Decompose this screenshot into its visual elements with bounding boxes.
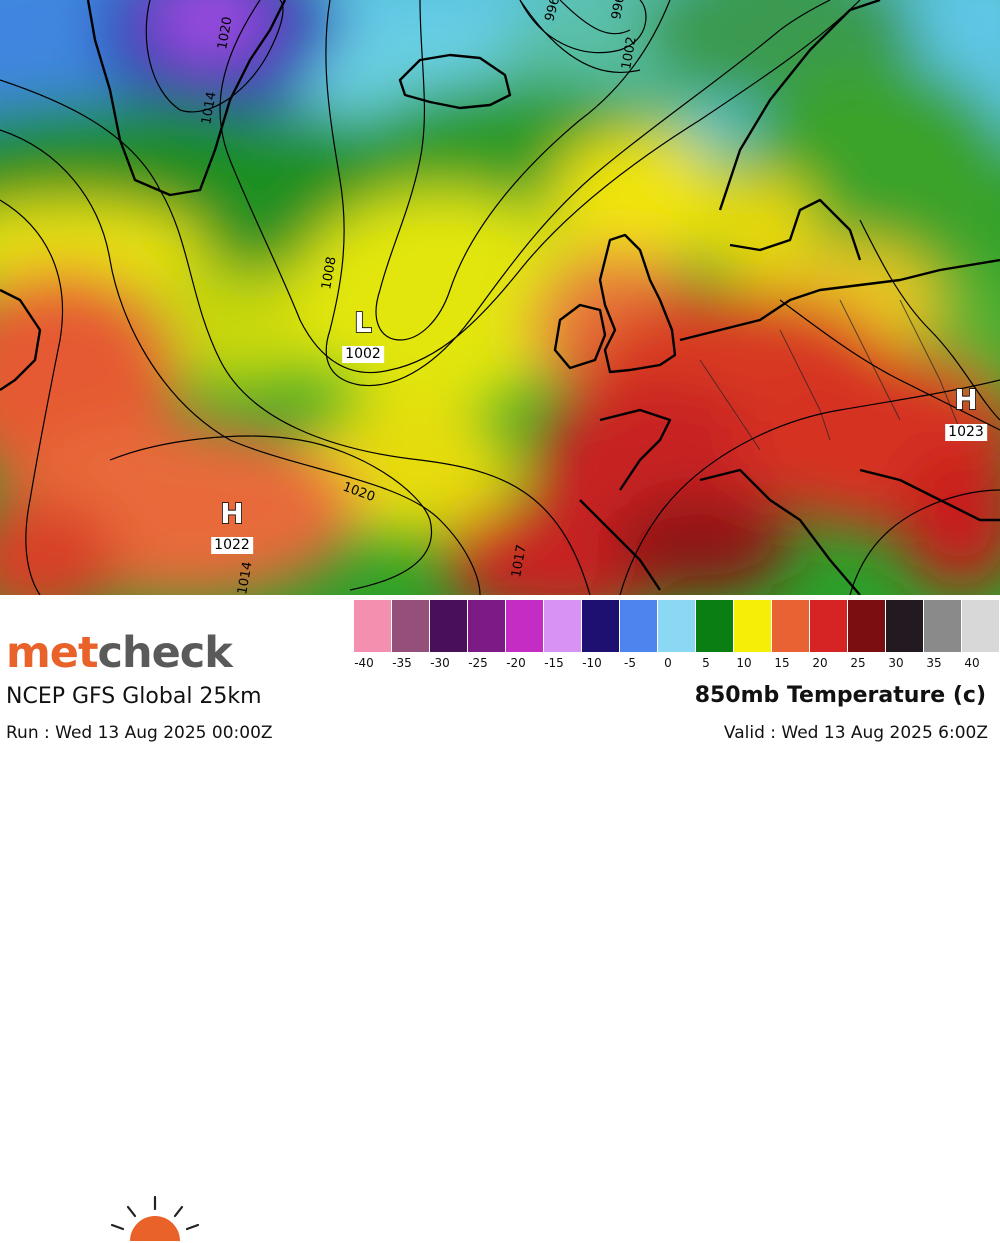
isobar-label: 1002 xyxy=(619,35,640,70)
legend-tick-label: 30 xyxy=(888,656,904,670)
isobar-label: 1014 xyxy=(199,90,220,125)
legend-swatch xyxy=(582,600,620,652)
metcheck-logo: metcheck xyxy=(6,632,233,675)
newfoundland-coast xyxy=(0,288,42,391)
legend-tick-label: -5 xyxy=(624,656,636,670)
product-title: 850mb Temperature (c) xyxy=(694,683,986,708)
legend-swatch xyxy=(544,600,582,652)
legend-tick-label: 10 xyxy=(736,656,752,670)
run-time: Run : Wed 13 Aug 2025 00:00Z xyxy=(6,723,273,743)
legend-tick-label: -30 xyxy=(430,656,450,670)
isobar-label: 1020 xyxy=(215,15,236,50)
low-pressure-marker: L xyxy=(353,306,372,339)
legend-swatch xyxy=(848,600,886,652)
isobar-label: 1014 xyxy=(235,560,256,595)
legend-swatches xyxy=(354,600,1000,652)
sun-logo-icon xyxy=(110,1195,200,1241)
legend-swatch xyxy=(430,600,468,652)
legend-swatch xyxy=(468,600,506,652)
legend-swatch xyxy=(658,600,696,652)
high-pressure-marker: H xyxy=(219,497,244,530)
legend-swatch xyxy=(392,600,430,652)
isobar-labels: 996 996 1002 1008 1014 1020 1020 1017 10… xyxy=(199,0,640,595)
isobar-label: 1017 xyxy=(509,543,530,578)
ireland-coast xyxy=(553,303,607,370)
legend-tick-label: -15 xyxy=(544,656,564,670)
valid-time: Valid : Wed 13 Aug 2025 6:00Z xyxy=(723,723,988,743)
iceland-coast xyxy=(398,53,512,110)
legend-tick-label: -40 xyxy=(354,656,374,670)
color-legend xyxy=(354,600,1000,652)
high-pressure-value: 1023 xyxy=(945,424,987,441)
country-borders xyxy=(699,299,961,451)
scandinavia-coast xyxy=(718,0,881,261)
isobar-label: 996 xyxy=(609,0,628,21)
legend-tick-label: 5 xyxy=(702,656,710,670)
legend-swatch xyxy=(962,600,1000,652)
legend-swatch xyxy=(506,600,544,652)
logo-text-met: met xyxy=(6,628,99,678)
low-pressure-value: 1002 xyxy=(342,346,384,363)
legend-swatch xyxy=(620,600,658,652)
isobars xyxy=(0,0,1000,595)
europe-coast xyxy=(579,258,1000,595)
britain-coast xyxy=(598,233,677,374)
legend-swatch xyxy=(354,600,392,652)
model-name: NCEP GFS Global 25km xyxy=(6,684,262,709)
isobar-label: 1008 xyxy=(319,255,340,290)
isobar-label: 996 xyxy=(542,0,563,23)
greenland-coast xyxy=(86,0,287,197)
legend-swatch xyxy=(734,600,772,652)
legend-tick-label: -10 xyxy=(582,656,602,670)
legend-tick-label: 40 xyxy=(964,656,980,670)
legend-tick-label: 20 xyxy=(812,656,828,670)
legend-tick-label: -25 xyxy=(468,656,488,670)
legend-swatch xyxy=(772,600,810,652)
temperature-map: 996 996 1002 1008 1014 1020 1020 1017 10… xyxy=(0,0,1000,595)
logo-text-check: check xyxy=(97,628,233,678)
legend-tick-label: -35 xyxy=(392,656,412,670)
legend-swatch xyxy=(924,600,962,652)
legend-swatch xyxy=(886,600,924,652)
legend-ticks: -40 -35 -30 -25 -20 -15 -10 -5 0 5 10 15 20 25 30 35 40 xyxy=(354,656,1000,672)
temperature-field xyxy=(0,0,1000,595)
high-pressure-marker: H xyxy=(953,383,978,416)
legend-tick-label: 15 xyxy=(774,656,790,670)
coastlines xyxy=(0,0,1000,595)
high-pressure-value: 1022 xyxy=(211,537,253,554)
legend-swatch xyxy=(696,600,734,652)
legend-tick-label: 25 xyxy=(850,656,866,670)
legend-tick-label: 35 xyxy=(926,656,942,670)
legend-tick-label: -20 xyxy=(506,656,526,670)
legend-swatch xyxy=(810,600,848,652)
legend-tick-label: 0 xyxy=(664,656,672,670)
